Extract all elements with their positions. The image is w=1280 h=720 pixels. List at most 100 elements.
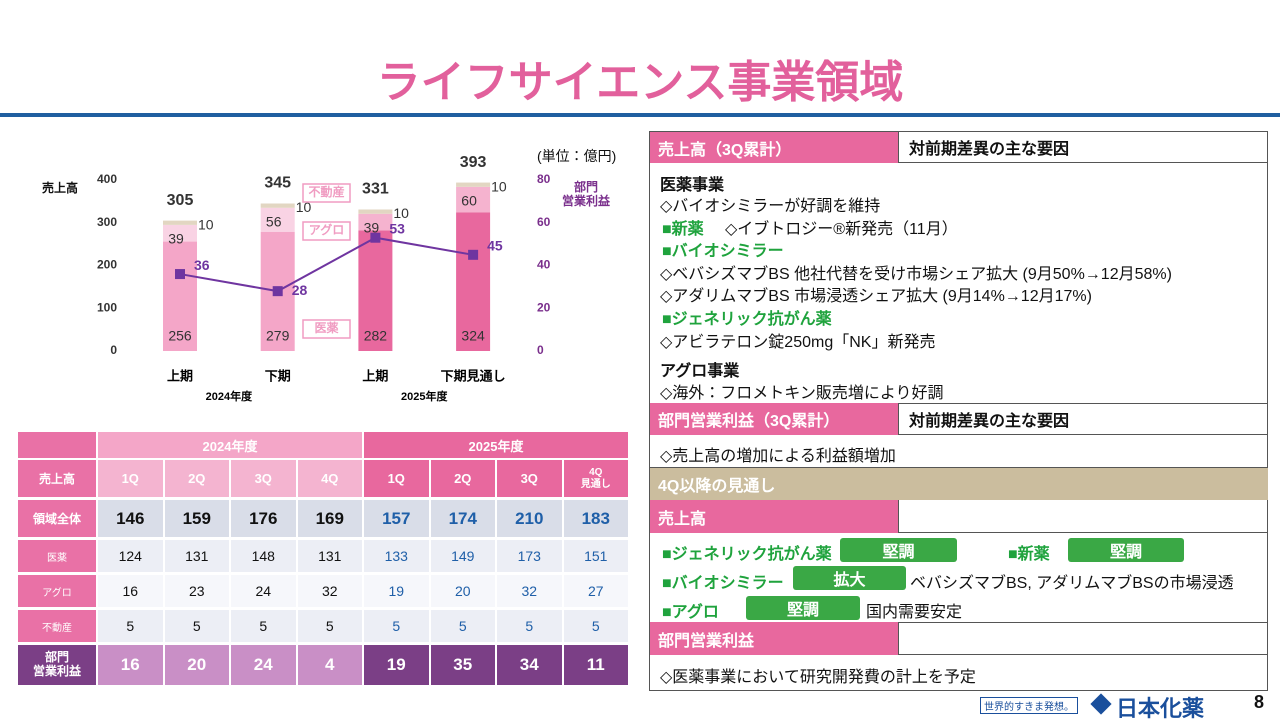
- table-cell: 133: [364, 540, 429, 572]
- panel-text: ■バイオシミラー: [662, 243, 784, 260]
- year-header: 2024年度: [98, 432, 362, 458]
- y2-tick-label: 60: [537, 215, 551, 229]
- panel-blank: [898, 500, 1268, 533]
- column-header: 4Q 見通し: [563, 460, 628, 497]
- bar-segment: [358, 213, 393, 231]
- table-cell: 27: [563, 575, 628, 607]
- panel-header: 対前期差異の主な要因: [898, 132, 1268, 163]
- row-header: 不動産: [18, 610, 96, 642]
- panel-text: 医薬事業: [660, 177, 725, 194]
- column-header: 2Q: [430, 460, 495, 497]
- outlook-item: ■ジェネリック抗がん薬: [662, 546, 832, 563]
- x-tick-label: 上期: [362, 368, 388, 383]
- column-header: 2Q: [164, 460, 229, 497]
- bar-segment: [456, 182, 491, 187]
- x-tick-label: 下期見通し: [441, 368, 506, 383]
- column-header: 4Q: [297, 460, 362, 497]
- outlook-item: ■新薬: [1008, 546, 1050, 563]
- line-label: 53: [389, 220, 405, 236]
- bar-segment: [163, 224, 197, 242]
- table-cell: 146: [98, 500, 163, 537]
- table-cell: 5: [164, 610, 229, 642]
- y-tick-label: 100: [97, 300, 117, 314]
- line-marker: [175, 269, 185, 280]
- slide-title: ライフサイエンス事業領域: [376, 58, 904, 107]
- legend-box: [302, 221, 351, 241]
- table-cell: 5: [231, 610, 296, 642]
- table-cell: 19: [364, 575, 429, 607]
- table-cell: 11: [563, 645, 628, 685]
- legend-box: [302, 183, 351, 203]
- y2-tick-label: 80: [537, 172, 551, 186]
- table-cell: 183: [563, 500, 628, 537]
- total-label: 393: [460, 154, 487, 171]
- group-label: 2024年度: [206, 389, 253, 403]
- bar-segment: [260, 207, 295, 232]
- page-number: 8: [1254, 692, 1265, 712]
- table-cell: 32: [497, 575, 562, 607]
- row-header: 領域全体: [18, 500, 96, 537]
- row-header: アグロ: [18, 575, 96, 607]
- year-header: 2025年度: [364, 432, 628, 458]
- table-cell: 16: [98, 645, 163, 685]
- title-rule: [0, 113, 1280, 117]
- outlook-note: ベバシズマブBS, アダリムマブBSの市場浸透: [910, 575, 1234, 592]
- table-cell: 210: [497, 500, 562, 537]
- y2-tick-label: 0: [537, 343, 544, 357]
- table-cell: 173: [497, 540, 562, 572]
- table-cell: 19: [364, 645, 429, 685]
- group-label: 2025年度: [401, 389, 448, 403]
- table-cell: 174: [430, 500, 495, 537]
- table-cell: 5: [563, 610, 628, 642]
- line-label: 28: [292, 282, 308, 298]
- table-cell: 148: [231, 540, 296, 572]
- y-tick-label: 300: [97, 215, 117, 229]
- line-marker: [272, 286, 283, 297]
- legend-label: アグロ: [309, 222, 344, 237]
- panel-label: 部門営業利益: [650, 622, 898, 655]
- y-tick-label: 200: [97, 258, 117, 272]
- status-tag: 拡大: [793, 566, 906, 590]
- table-cell: 20: [164, 645, 229, 685]
- x-tick-label: 上期: [167, 368, 193, 383]
- panel-frame: [649, 131, 1268, 691]
- column-header: 3Q: [231, 460, 296, 497]
- total-label: 305: [167, 192, 194, 209]
- segment-label: 324: [461, 328, 485, 344]
- line-marker: [468, 249, 479, 260]
- status-tag: 堅調: [840, 538, 957, 562]
- table-cell: 131: [297, 540, 362, 572]
- table-cell: 169: [297, 500, 362, 537]
- table-cell: 5: [497, 610, 562, 642]
- y-axis-label: 売上高: [42, 181, 79, 195]
- panel-label: 部門営業利益（3Q累計）: [650, 403, 898, 435]
- table-cell: 157: [364, 500, 429, 537]
- table-cell: 24: [231, 575, 296, 607]
- panel-blank: [898, 622, 1268, 655]
- segment-label: 60: [461, 193, 477, 209]
- bar-segment: [260, 203, 295, 208]
- table-cell: 4: [297, 645, 362, 685]
- table-cell: 149: [430, 540, 495, 572]
- table-cell: 34: [497, 645, 562, 685]
- column-header: 1Q: [364, 460, 429, 497]
- y-tick-label: 400: [97, 172, 117, 186]
- panel-text: ■新薬: [662, 221, 704, 238]
- y2-tick-label: 40: [537, 258, 551, 272]
- line: [179, 236, 474, 293]
- panel-label: 売上高: [650, 500, 898, 533]
- segment-label: 10: [393, 205, 409, 221]
- segment-label: 39: [168, 231, 184, 247]
- outlook-item: ■アグロ: [662, 604, 719, 621]
- column-header: 1Q: [98, 460, 163, 497]
- table-cell: 131: [164, 540, 229, 572]
- table-cell: 32: [297, 575, 362, 607]
- segment-label: 282: [364, 328, 388, 344]
- segment-label: 10: [491, 178, 507, 194]
- unit-label: (単位：億円): [537, 148, 617, 164]
- table-cell: 5: [364, 610, 429, 642]
- line-marker: [370, 232, 381, 243]
- total-label: 345: [264, 175, 291, 192]
- panel-text: ◇アダリムマブBS 市場浸透シェア拡大 (9月14%→12月17%): [660, 288, 1092, 305]
